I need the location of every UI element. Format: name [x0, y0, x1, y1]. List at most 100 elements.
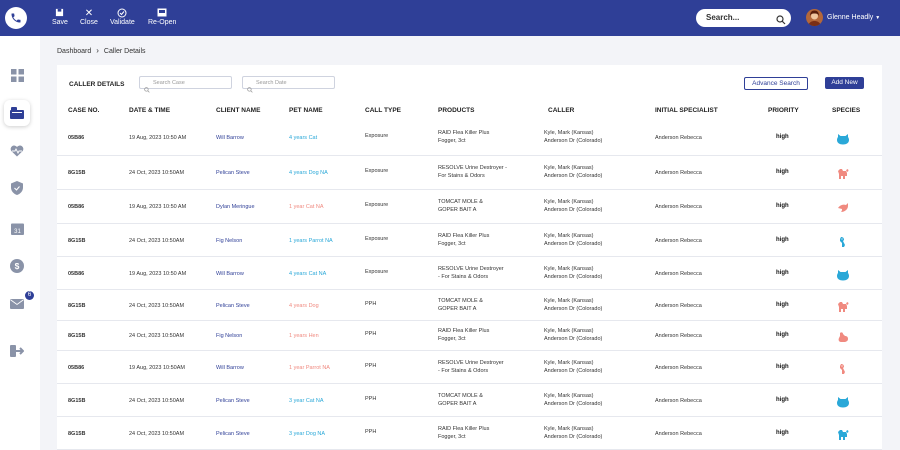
priority: high [776, 270, 789, 276]
table-row[interactable]: 8G15B 24 Oct, 2023 10:50AM Fig Nelson 1 yea… [57, 321, 882, 351]
initial-specialist: Anderson Rebecca [655, 431, 702, 437]
header-case-no[interactable]: CASE NO. [68, 107, 100, 114]
mail-badge: 6 [25, 291, 34, 300]
case-number: 8G15B [68, 431, 86, 437]
client-name[interactable]: Pelican Steve [216, 431, 250, 437]
client-name[interactable]: Dylan Meringue [216, 204, 255, 210]
advance-search-button[interactable]: Advance Search [744, 77, 808, 90]
products-line-1: RAID Flea Killer Plus [438, 426, 490, 432]
call-type: PPH [365, 331, 377, 337]
client-name[interactable]: Will Barrow [216, 365, 244, 371]
parrot-icon [837, 235, 849, 247]
initial-specialist: Anderson Rebecca [655, 135, 702, 141]
table-row[interactable]: 8G15B 24 Oct, 2023 10:50AM Fig Nelson 1 yea… [57, 224, 882, 257]
products-line-1: RAID Flea Killer Plus [438, 328, 490, 334]
validate-button[interactable]: Validate [110, 8, 135, 26]
header-date-time[interactable]: DATE & TIME [129, 107, 171, 114]
products-line-2: GOPER BAIT A [438, 306, 477, 312]
pet-name[interactable]: 4 years Dog NA [289, 170, 328, 176]
client-name[interactable]: Pelican Steve [216, 398, 250, 404]
search-case-input[interactable]: Search Case [139, 76, 232, 93]
caller-line-2: Anderson Dr (Colorado) [544, 274, 603, 280]
table-row[interactable]: 8G15B 24 Oct, 2023 10:50AM Pelican Steve 4 … [57, 156, 882, 190]
initial-specialist: Anderson Rebecca [655, 170, 702, 176]
search-placeholder: Search... [706, 13, 740, 22]
products-line-1: TOMCAT MOLE & [438, 393, 483, 399]
table-row[interactable]: 05B86 19 Aug, 2023 10:50 AM Will Barrow 4 y… [57, 120, 882, 156]
header-species[interactable]: SPECIES [832, 107, 861, 114]
client-name[interactable]: Will Barrow [216, 271, 244, 277]
header-caller[interactable]: CALLER [548, 107, 575, 114]
header-priority[interactable]: PRIORITY [768, 107, 799, 114]
initial-specialist: Anderson Rebecca [655, 204, 702, 210]
close-button[interactable]: ✕ Close [80, 8, 98, 26]
billing-dollar-icon[interactable]: $ [8, 257, 26, 275]
products-line-2: Fogger, 3ct [438, 434, 466, 440]
pet-name[interactable]: 3 year Dog NA [289, 431, 326, 437]
pet-name[interactable]: 4 years Cat NA [289, 271, 327, 277]
date-time: 24 Oct, 2023 10:50AM [129, 170, 185, 176]
priority: high [776, 332, 789, 338]
header-products[interactable]: PRODUCTS [438, 107, 475, 114]
products-line-2: For Stains & Odors [438, 173, 485, 179]
case-number: 8G15B [68, 303, 86, 309]
pet-name[interactable]: 4 years Cat [289, 135, 318, 141]
call-type: PPH [365, 363, 377, 369]
client-name[interactable]: Pelican Steve [216, 303, 250, 309]
table-row[interactable]: 05B86 19 Aug, 2023 10:50 AM Will Barrow 4 y… [57, 257, 882, 290]
breadcrumb-dashboard[interactable]: Dashboard [57, 48, 92, 55]
phone-logo-icon[interactable] [5, 7, 27, 29]
mail-icon[interactable]: 6 [8, 291, 34, 313]
table-row[interactable]: 05B86 19 Aug, 2023 10:50AM Will Barrow 1 ye… [57, 351, 882, 384]
calendar-icon[interactable]: 31 [8, 219, 26, 237]
caller: Kyle, Mark (Kansas) Anderson Dr (Colorado… [544, 392, 602, 408]
user-menu[interactable]: Glenne Headly ▼ [827, 14, 880, 21]
table-row[interactable]: 05B86 19 Aug, 2023 10:50 AM Dylan Meringue… [57, 190, 882, 224]
reopen-icon [148, 8, 176, 19]
caller-details-card: CALLER DETAILS Search Case Search Date A… [57, 65, 882, 450]
pet-name[interactable]: 3 year Cat NA [289, 398, 324, 404]
logout-icon[interactable] [8, 342, 26, 360]
cases-folder-icon[interactable] [4, 100, 30, 126]
pet-name[interactable]: 1 years Parrot NA [289, 238, 333, 244]
search-case-placeholder: Search Case [153, 80, 185, 86]
caller-line-2: Anderson Dr (Colorado) [544, 401, 603, 407]
caller-line-1: Kyle, Mark (Kansas) [544, 298, 594, 304]
call-type: Exposure [365, 236, 389, 242]
products: TOMCAT MOLE & GOPER BAIT A [438, 297, 483, 313]
header-initial-specialist[interactable]: INITIAL SPECIALIST [655, 107, 718, 114]
call-type: Exposure [365, 168, 389, 174]
search-date-input[interactable]: Search Date [242, 76, 335, 93]
search-input[interactable]: Search... [696, 9, 791, 27]
health-heart-icon[interactable] [8, 142, 26, 160]
table-row[interactable]: 8G15B 24 Oct, 2023 10:50AM Pelican Steve 3 … [57, 417, 882, 450]
dashboard-icon[interactable] [8, 66, 26, 84]
caller-line-1: Kyle, Mark (Kansas) [544, 360, 594, 366]
date-time: 19 Aug, 2023 10:50 AM [129, 271, 187, 277]
search-icon[interactable] [776, 12, 786, 30]
header-call-type[interactable]: CALL TYPE [365, 107, 401, 114]
call-type: Exposure [365, 133, 389, 139]
pet-name[interactable]: 1 year Parrot NA [289, 365, 330, 371]
initial-specialist: Anderson Rebecca [655, 398, 702, 404]
reopen-button[interactable]: Re-Open [148, 8, 176, 26]
shield-icon[interactable] [8, 179, 26, 197]
client-name[interactable]: Fig Nelson [216, 333, 243, 339]
table-row[interactable]: 8G15B 24 Oct, 2023 10:50AM Pelican Steve 4 … [57, 290, 882, 321]
pet-name[interactable]: 1 years Hen [289, 333, 319, 339]
client-name[interactable]: Pelican Steve [216, 170, 250, 176]
header-client-name[interactable]: CLIENT NAME [216, 107, 261, 114]
header-pet-name[interactable]: PET NAME [289, 107, 323, 114]
client-name[interactable]: Will Barrow [216, 135, 244, 141]
products: RAID Flea Killer Plus Fogger, 3ct [438, 327, 489, 343]
products: TOMCAT MOLE & GOPER BAIT A [438, 392, 483, 408]
pet-name[interactable]: 4 years Dog [289, 303, 319, 309]
pet-name[interactable]: 1 year Cat NA [289, 204, 324, 210]
hen-icon [837, 330, 849, 342]
case-number: 05B86 [68, 365, 85, 371]
client-name[interactable]: Fig Nelson [216, 238, 243, 244]
avatar[interactable] [806, 9, 823, 26]
table-row[interactable]: 8G15B 24 Oct, 2023 10:50AM Pelican Steve 3 … [57, 384, 882, 417]
save-button[interactable]: Save [52, 8, 68, 26]
add-new-button[interactable]: Add New [825, 77, 864, 89]
